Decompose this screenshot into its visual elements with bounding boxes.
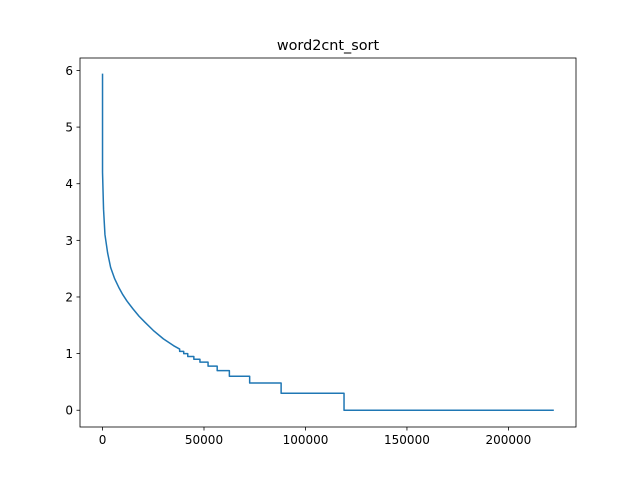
y-tick-label: 4 <box>65 177 73 191</box>
x-tick-label: 200000 <box>486 433 532 447</box>
y-tick-label: 3 <box>65 234 73 248</box>
y-tick-label: 5 <box>65 121 73 135</box>
y-tick-label: 0 <box>65 404 73 418</box>
y-tick-label: 2 <box>65 290 73 304</box>
y-tick-label: 1 <box>65 347 73 361</box>
axes-frame <box>79 57 577 428</box>
y-tick-label: 6 <box>65 64 73 78</box>
series-line-0 <box>101 73 554 411</box>
x-tick-label: 150000 <box>384 433 430 447</box>
x-tick-label: 50000 <box>185 433 223 447</box>
plot-area: 0 50000 100000 150000 200000 0 1 2 3 4 5 6 <box>65 57 577 447</box>
x-tick-label: 0 <box>99 433 107 447</box>
chart-title: word2cnt_sort <box>277 38 380 54</box>
x-tick-label: 100000 <box>283 433 329 447</box>
